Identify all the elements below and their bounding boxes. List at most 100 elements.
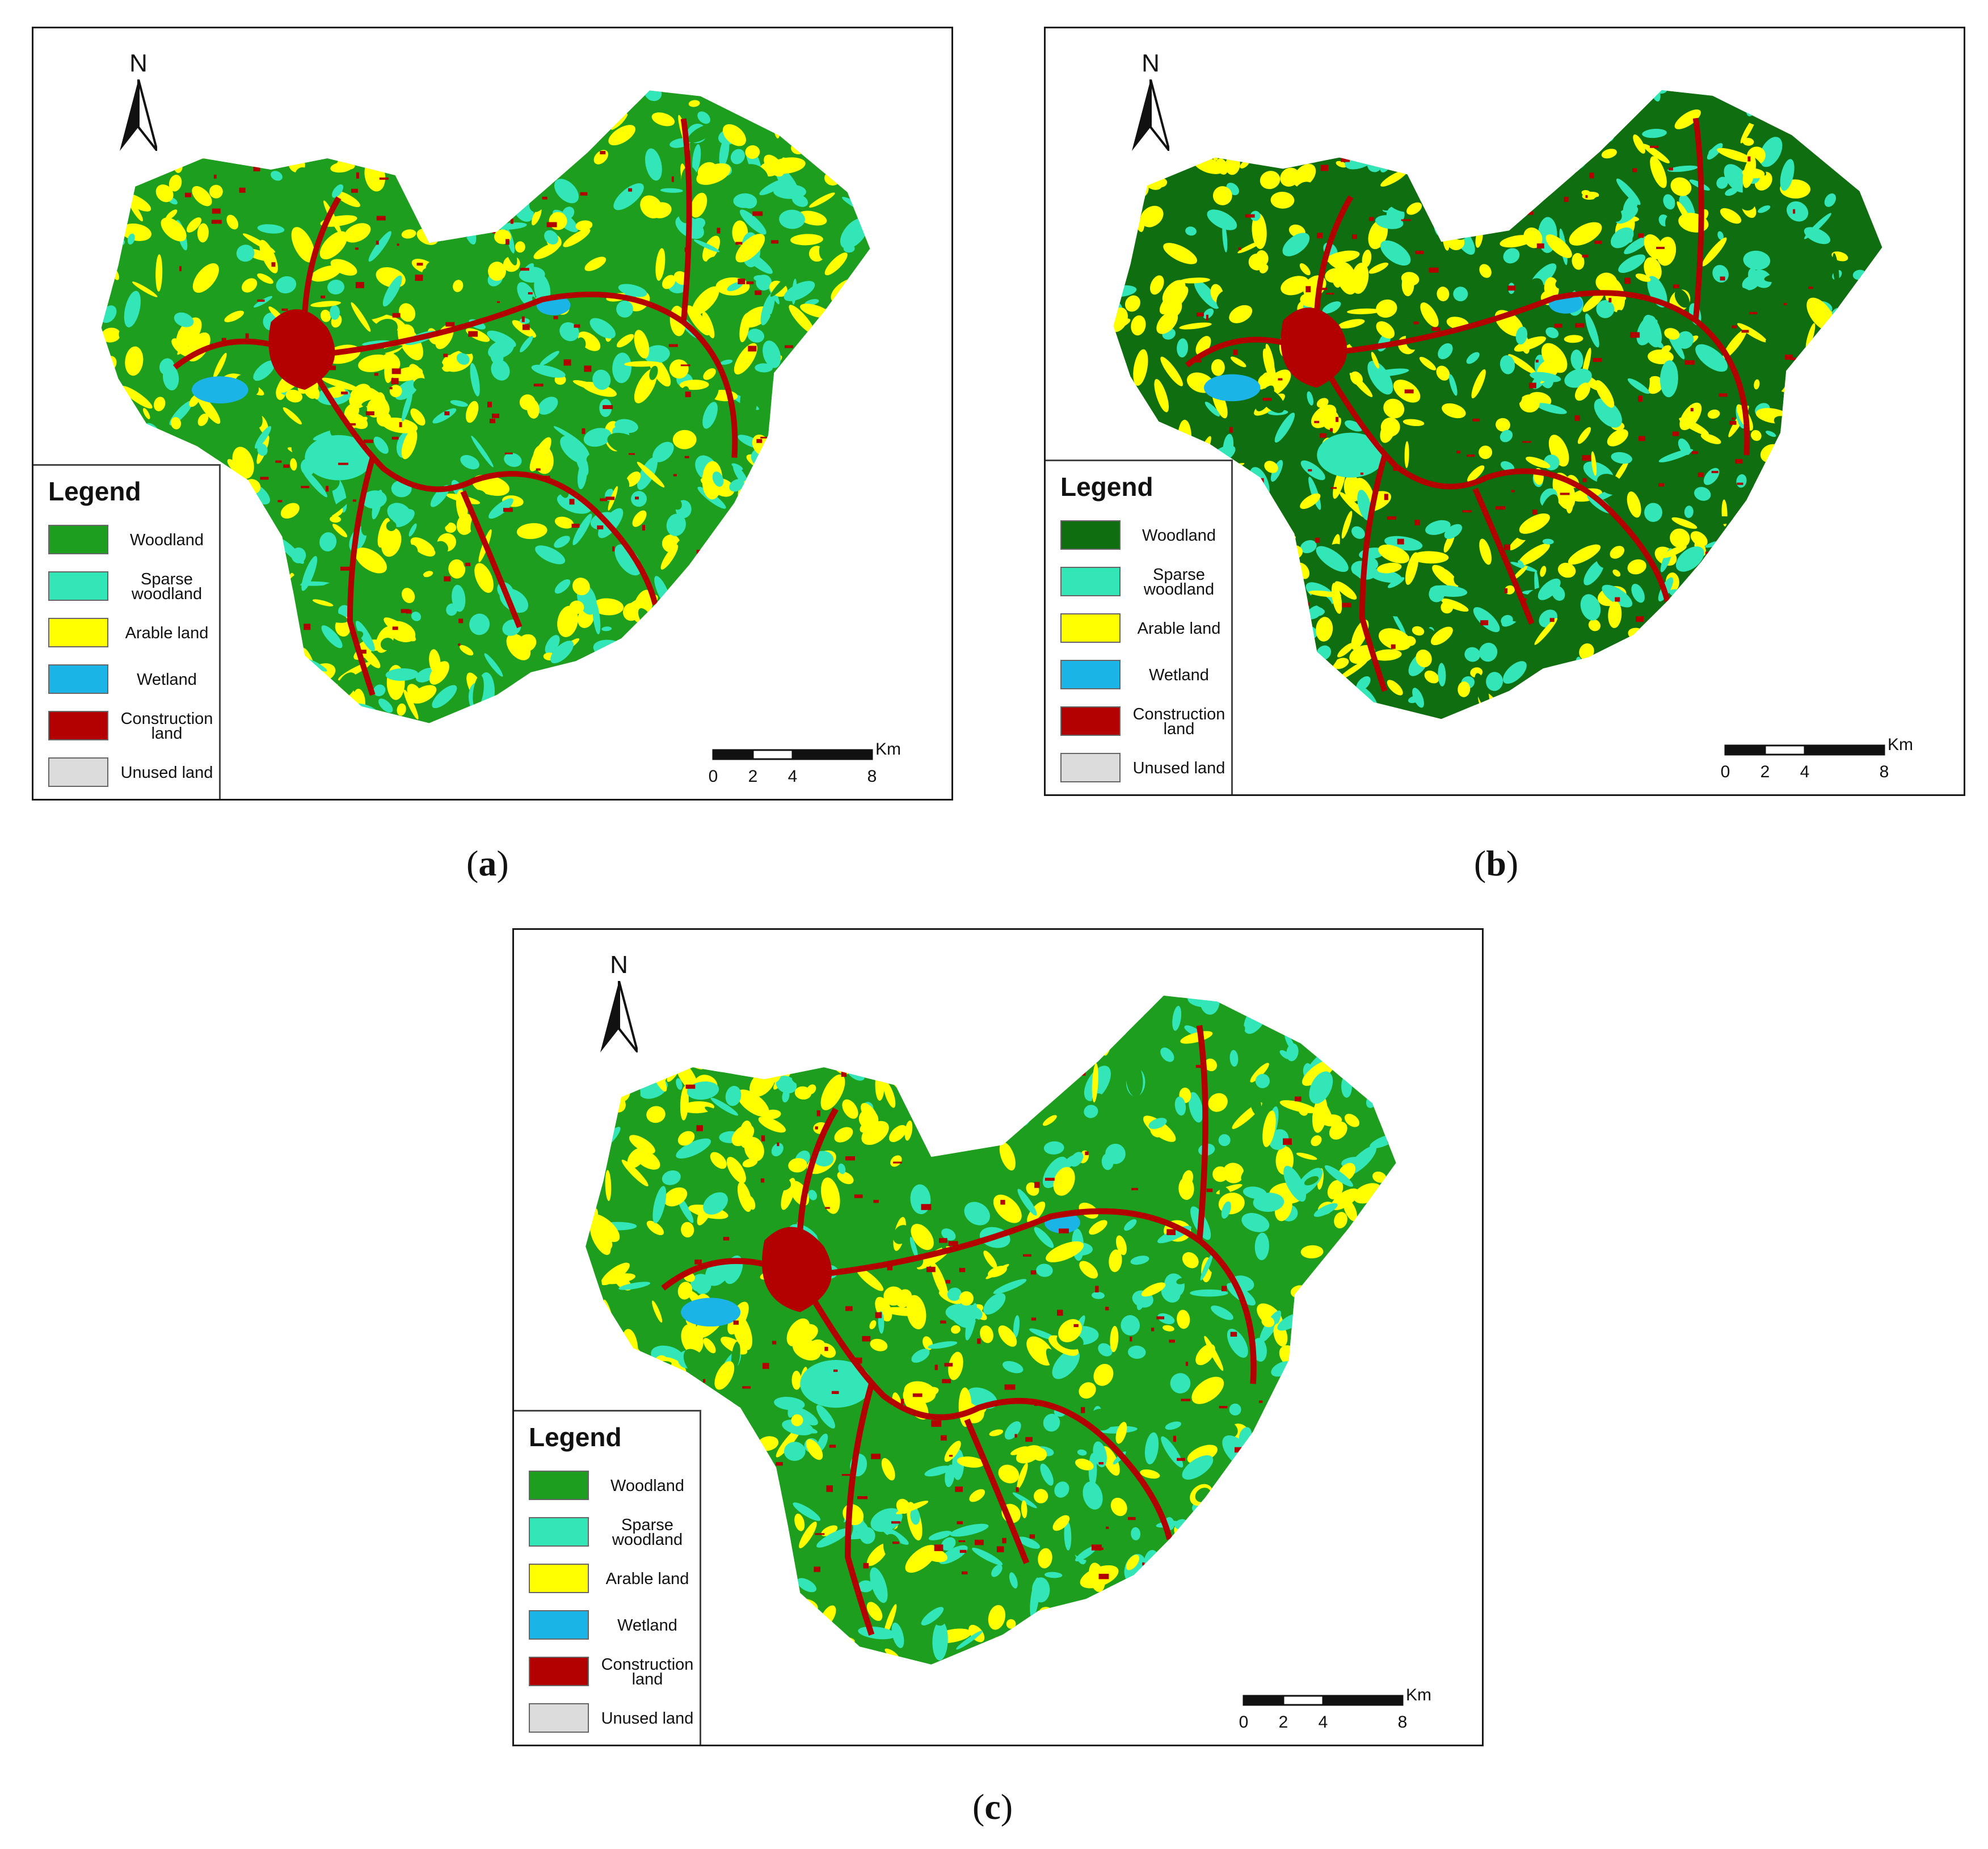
legend-item-wetland: Wetland: [529, 1607, 699, 1644]
legend-swatch: [48, 525, 108, 554]
legend-item-unused-land: Unused land: [529, 1700, 699, 1737]
legend-item-sparse-woodland: Sparse woodland: [529, 1514, 699, 1551]
legend-label: Sparse woodland: [1143, 566, 1215, 599]
caption-b: (b): [1474, 843, 1519, 883]
legend-item-arable-land: Arable land: [529, 1560, 699, 1598]
legend-swatch: [48, 571, 108, 601]
caption-c: (c): [972, 1787, 1013, 1827]
legend-label: Wetland: [1149, 666, 1209, 684]
scale-unit: Km: [1406, 1686, 1431, 1704]
north-arrow-icon: [120, 79, 157, 151]
legend-title: Legend: [529, 1422, 622, 1452]
scale-bar: Km 0 2 4 8: [1232, 1680, 1459, 1737]
scale-bar: Km 0 2 4 8: [702, 734, 929, 791]
legend-swatch: [529, 1703, 589, 1733]
legend-swatch: [529, 1517, 589, 1547]
legend-swatch: [48, 664, 108, 694]
north-label: N: [610, 951, 628, 979]
scale-bar-graphic: Km 0 2 4 8: [1239, 1686, 1431, 1732]
scale-tick-label: 8: [1880, 763, 1889, 781]
scale-tick-label: 2: [1279, 1713, 1288, 1732]
caption-letter: c: [984, 1787, 1001, 1827]
scale-bar: Km 0 2 4 8: [1714, 730, 1941, 786]
legend-swatch: [1060, 706, 1121, 736]
scale-tick-label: 4: [1800, 763, 1810, 781]
legend-label: Construction land: [120, 710, 213, 743]
legend-item-unused-land: Unused land: [1060, 749, 1231, 787]
legend-item-sparse-woodland: Sparse woodland: [1060, 563, 1231, 601]
scale-tick-label: 4: [788, 767, 798, 786]
legend-label: Arable land: [605, 1570, 689, 1588]
legend-label: Construction land: [1132, 705, 1225, 738]
legend-swatch: [529, 1657, 589, 1686]
legend-label: Woodland: [129, 531, 204, 549]
legend-item-construction-land: Construction land: [1060, 703, 1231, 740]
legend-swatch: [1060, 660, 1121, 689]
legend-item-wetland: Wetland: [1060, 656, 1231, 694]
legend-b: Legend Woodland Sparse woodland Arable lan…: [1046, 460, 1233, 794]
legend-label: Unused land: [120, 764, 213, 782]
map-panel-a: N Legend Woodland Sparse woodland Arable l…: [32, 27, 953, 801]
north-arrow-icon: [1132, 79, 1169, 151]
scale-tick-label: 0: [1239, 1713, 1249, 1732]
legend-label: Sparse woodland: [131, 570, 203, 603]
legend-swatch: [1060, 520, 1121, 550]
land-use-map-a: [101, 90, 870, 723]
legend-label: Arable land: [125, 624, 209, 642]
legend-title: Legend: [1060, 472, 1153, 502]
scale-unit: Km: [875, 740, 901, 759]
scale-bar-graphic: Km 0 2 4 8: [709, 740, 901, 786]
legend-item-construction-land: Construction land: [529, 1653, 699, 1691]
legend-label: Woodland: [610, 1477, 685, 1495]
north-label: N: [129, 49, 148, 77]
caption-letter: b: [1486, 843, 1506, 883]
legend-item-wetland: Wetland: [48, 661, 218, 698]
legend-item-unused-land: Unused land: [48, 754, 218, 791]
legend-item-arable-land: Arable land: [48, 614, 218, 652]
north-arrow-icon: [600, 981, 638, 1052]
legend-title: Legend: [48, 477, 141, 506]
scale-tick-label: 2: [1760, 763, 1770, 781]
legend-label: Construction land: [601, 1656, 694, 1688]
legend-label: Sparse woodland: [612, 1516, 683, 1549]
caption-a: (a): [466, 843, 509, 883]
map-panel-c: N Legend Woodland Sparse woodland Arable l…: [512, 928, 1484, 1746]
legend-item-woodland: Woodland: [48, 521, 218, 559]
legend-swatch: [48, 757, 108, 787]
legend-swatch: [529, 1471, 589, 1500]
scale-tick-label: 8: [1398, 1713, 1408, 1732]
legend-c: Legend Woodland Sparse woodland Arable lan…: [514, 1410, 701, 1745]
legend-label: Wetland: [137, 671, 197, 689]
north-label: N: [1142, 49, 1160, 77]
legend-item-construction-land: Construction land: [48, 707, 218, 745]
legend-a: Legend Woodland Sparse woodland Arable lan…: [33, 464, 221, 799]
scale-tick-label: 0: [1721, 763, 1730, 781]
north-arrow: N: [1125, 51, 1176, 153]
legend-item-woodland: Woodland: [529, 1467, 699, 1505]
legend-item-woodland: Woodland: [1060, 517, 1231, 554]
legend-swatch: [1060, 753, 1121, 782]
legend-swatch: [1060, 613, 1121, 643]
legend-label: Unused land: [1132, 759, 1225, 777]
legend-label: Woodland: [1142, 527, 1216, 545]
land-use-map-b: [1113, 90, 1882, 719]
map-panel-b: N Legend Woodland Sparse woodland Arable l…: [1044, 27, 1965, 796]
scale-tick-label: 8: [867, 767, 877, 786]
legend-swatch: [529, 1610, 589, 1640]
legend-label: Wetland: [617, 1616, 677, 1635]
legend-item-arable-land: Arable land: [1060, 610, 1231, 647]
legend-swatch: [48, 711, 108, 740]
north-arrow: N: [113, 51, 164, 153]
legend-label: Unused land: [601, 1709, 694, 1728]
legend-swatch: [529, 1564, 589, 1593]
scale-unit: Km: [1888, 735, 1913, 754]
scale-tick-label: 2: [748, 767, 758, 786]
scale-tick-label: 0: [709, 767, 718, 786]
scale-tick-label: 4: [1319, 1713, 1328, 1732]
legend-label: Arable land: [1137, 620, 1221, 638]
caption-letter: a: [478, 843, 497, 883]
north-arrow: N: [593, 953, 645, 1055]
scale-bar-graphic: Km 0 2 4 8: [1721, 735, 1913, 781]
legend-item-sparse-woodland: Sparse woodland: [48, 568, 218, 605]
legend-swatch: [1060, 567, 1121, 596]
